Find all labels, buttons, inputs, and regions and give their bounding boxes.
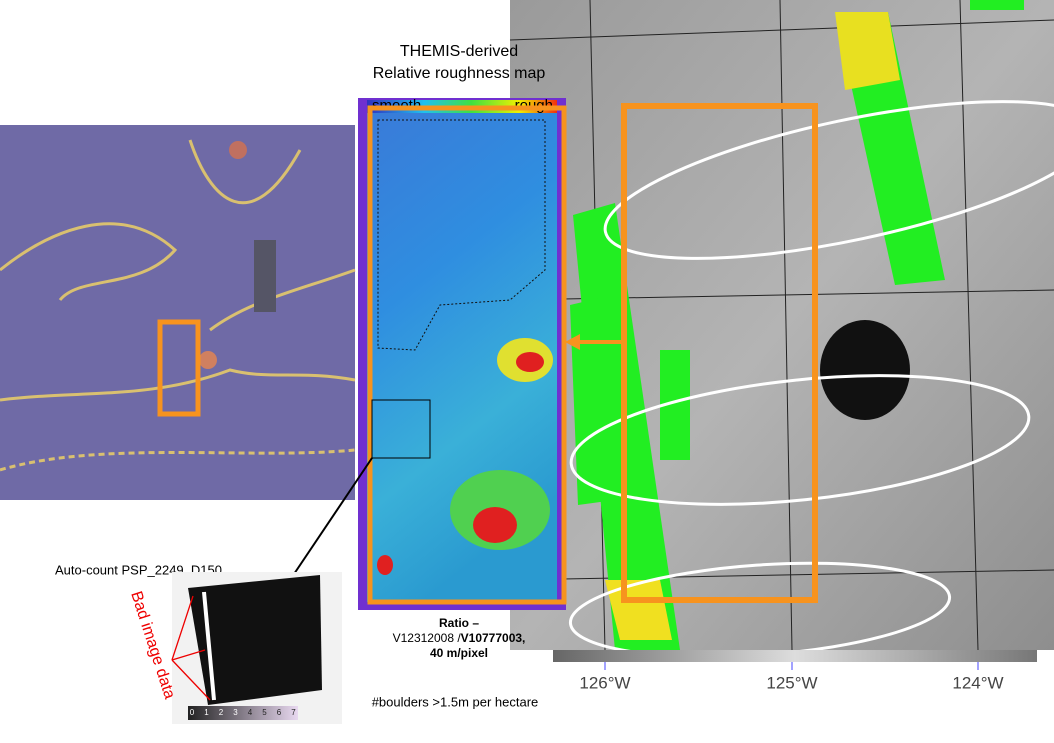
crater (199, 351, 217, 369)
study-box (367, 105, 567, 605)
count-scale-label: 3 (233, 708, 238, 717)
count-scale-label: 6 (277, 708, 282, 717)
longitude-label: 124°W (952, 673, 1003, 692)
location-box (157, 319, 201, 417)
longitude-label: 125°W (766, 673, 817, 692)
bad-data-pointers (171, 595, 211, 701)
bad-data-label: Bad image data (127, 589, 178, 701)
caption: V12312008 /V10777003, (393, 631, 526, 645)
count-colour-bar (188, 706, 298, 720)
count-scale-label: 2 (219, 708, 224, 717)
study-box (621, 103, 818, 603)
count-scale-label: 5 (262, 708, 267, 717)
legend-label: smooth (372, 97, 421, 114)
count-scale-label: 1 (204, 708, 209, 717)
count-scale-label: 4 (248, 708, 253, 717)
colour-key (254, 240, 276, 312)
longitude-label: 126°W (579, 673, 630, 692)
rough-patches (377, 338, 553, 575)
caption: Ratio – (439, 616, 479, 630)
scarps (0, 139, 356, 472)
count-scale-label: 0 (190, 708, 195, 717)
crater (820, 320, 910, 420)
legend-label: rough (515, 97, 553, 114)
grey-scale-bar (553, 650, 1037, 662)
context-image (0, 125, 355, 500)
inset-leader (289, 457, 373, 581)
inset-locator (371, 399, 431, 459)
map-title: Relative roughness map (373, 65, 546, 82)
count-scale-label: 7 (291, 708, 296, 717)
crater (229, 141, 247, 159)
map-title: THEMIS-derived (400, 43, 518, 60)
bad-data-stripe (202, 591, 216, 701)
arrow-head (565, 334, 580, 350)
caption: 40 m/pixel (430, 646, 488, 660)
boulder-label: #boulders >1.5m per hectare (372, 694, 539, 709)
smooth-region (377, 119, 546, 351)
boulder-count-image (188, 575, 322, 705)
